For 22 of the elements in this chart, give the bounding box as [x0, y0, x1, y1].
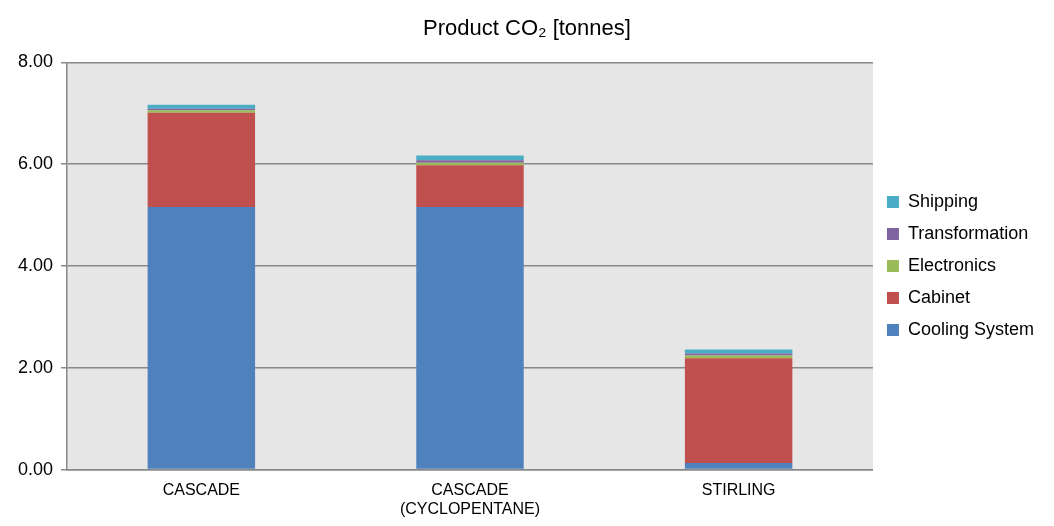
legend-label: Shipping: [907, 190, 979, 211]
x-tick-label: CASCADE (CYCLOPENTANE): [399, 480, 541, 517]
bar: [416, 165, 524, 207]
bar: [684, 349, 793, 354]
y-tick-label: 6.00: [17, 153, 54, 174]
bar: [684, 358, 793, 463]
bar: [147, 206, 256, 469]
y-tick-label: 8.00: [17, 51, 54, 72]
y-tick-label: 4.00: [17, 254, 54, 275]
legend-label: Cabinet: [907, 286, 970, 307]
x-tick-label: CASCADE: [162, 480, 241, 498]
legend-label: Cooling System: [907, 318, 1035, 339]
legend-label: Electronics: [907, 254, 996, 275]
bar: [684, 462, 793, 469]
legend-label: Transformation: [907, 222, 1029, 243]
y-tick-label: 0.00: [17, 458, 54, 479]
bar: [147, 112, 256, 207]
bar: [147, 104, 256, 109]
bar: [416, 206, 524, 469]
x-tick-label: STIRLING: [701, 480, 776, 498]
chart-title: Product CO₂ [tonnes]: [423, 15, 631, 41]
y-tick-label: 2.00: [17, 356, 54, 377]
